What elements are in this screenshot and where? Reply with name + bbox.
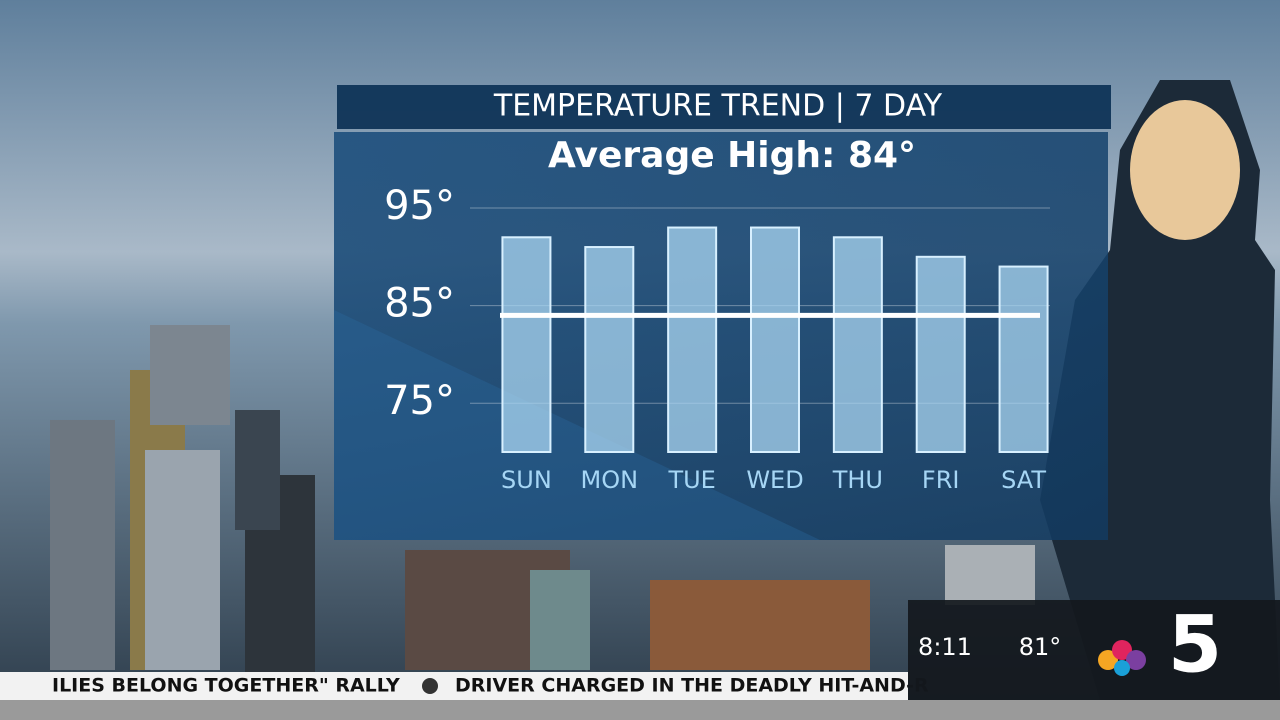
ticker-logo — [422, 678, 438, 694]
x-tick-label: FRI — [922, 466, 960, 494]
bug-channel: 5 — [1168, 600, 1222, 690]
bar — [584, 246, 635, 453]
ticker-text: ILIES BELONG TOGETHER" RALLY — [52, 675, 400, 697]
ticker-text: DRIVER CHARGED IN THE DEADLY HIT-AND-R — [455, 675, 929, 697]
ticker-bar — [0, 672, 908, 700]
city — [50, 325, 1035, 675]
x-tick-label: THU — [832, 466, 883, 494]
chart-subtitle: Average High: 84° — [548, 135, 916, 176]
x-tick-label: MON — [581, 466, 639, 494]
bug-temperature: 81° — [1019, 633, 1062, 661]
bug-time: 8:11 — [918, 633, 972, 661]
y-tick-label: 95° — [384, 183, 455, 229]
bottom-strip — [0, 700, 1280, 720]
bar — [998, 265, 1049, 453]
x-tick-label: SUN — [501, 466, 552, 494]
chart-title: TEMPERATURE TREND | 7 DAY — [493, 89, 943, 124]
title-bar — [337, 85, 1111, 129]
x-tick-label: SAT — [1001, 466, 1046, 494]
bar — [832, 236, 883, 453]
bar — [915, 255, 966, 453]
bar — [501, 236, 552, 453]
presenter-head — [1130, 100, 1240, 240]
bar — [750, 226, 800, 453]
bar — [667, 226, 718, 453]
peacock-logo — [1098, 640, 1146, 676]
x-tick-label: WED — [746, 466, 803, 494]
station-bug — [908, 600, 1280, 700]
chart-panel — [334, 132, 1108, 540]
panel-accent — [334, 310, 820, 540]
presenter — [1040, 80, 1280, 700]
x-tick-label: TUE — [667, 466, 715, 494]
y-tick-label: 85° — [384, 281, 455, 327]
y-tick-label: 75° — [384, 378, 455, 424]
